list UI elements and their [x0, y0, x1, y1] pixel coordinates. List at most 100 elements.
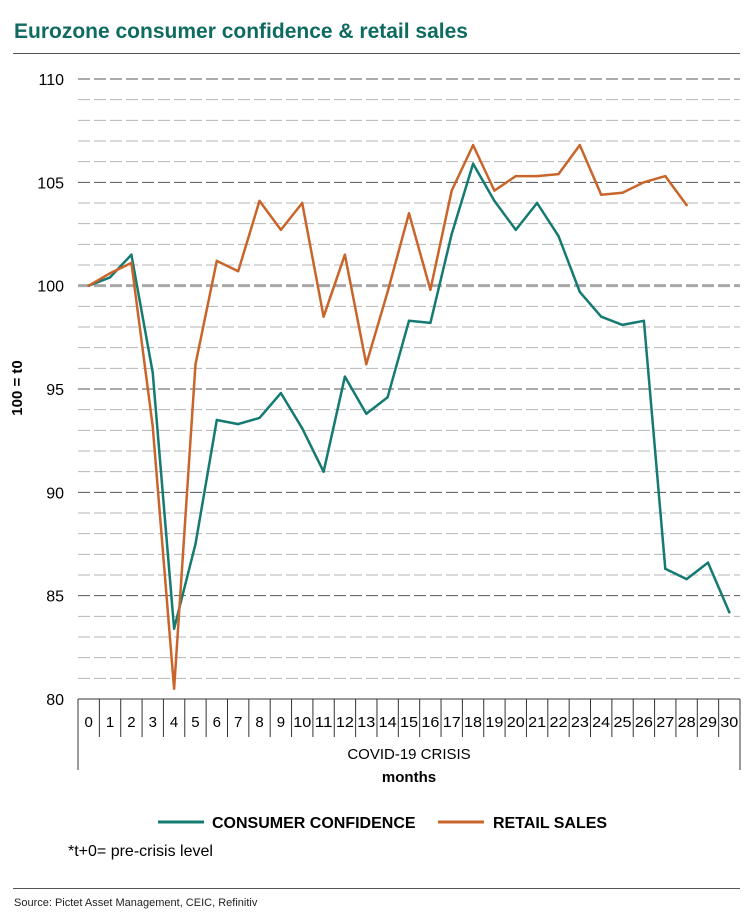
x-tick-label: 0 [85, 714, 93, 731]
data-point [578, 290, 582, 294]
data-point [87, 284, 90, 287]
data-point [194, 363, 197, 366]
data-point [258, 199, 261, 203]
x-tick-label: 10 [293, 714, 311, 731]
data-point [706, 561, 710, 564]
data-point [172, 687, 176, 690]
data-point [279, 228, 283, 232]
data-point [557, 234, 560, 238]
x-tick-label: 3 [149, 714, 157, 731]
data-point [172, 627, 176, 630]
x-tick-label: 30 [720, 714, 738, 731]
data-point [236, 422, 240, 426]
y-tick-label: 80 [46, 692, 64, 709]
data-point [365, 363, 368, 366]
data-point [386, 290, 389, 294]
data-point [514, 228, 517, 232]
x-tick-label: 9 [277, 714, 285, 731]
source-divider [13, 888, 740, 889]
data-point [151, 371, 154, 374]
data-point [642, 181, 646, 184]
title-divider [13, 53, 740, 54]
chart-title: Eurozone consumer confidence & retail sa… [14, 20, 468, 43]
gridlines [78, 78, 740, 679]
x-tick-label: 15 [400, 714, 418, 731]
x-tick-label: 14 [379, 714, 397, 731]
data-point [557, 172, 560, 176]
data-point [599, 193, 603, 196]
x-tick-label: 28 [678, 714, 696, 731]
data-point [301, 201, 304, 205]
x-tick-label: 8 [255, 714, 263, 731]
x-tick-label: 11 [315, 714, 333, 731]
data-point [108, 272, 112, 275]
x-tick-label: 17 [443, 714, 461, 731]
x-tick-label: 22 [549, 714, 567, 731]
data-point [621, 323, 624, 327]
data-point [386, 396, 389, 399]
x-tick-label: 24 [592, 714, 610, 731]
data-point [130, 253, 133, 256]
data-point [301, 427, 304, 430]
data-point [407, 319, 411, 322]
x-tick-label: 13 [357, 714, 375, 731]
x-tick-label: 19 [485, 714, 503, 731]
data-point [236, 270, 240, 273]
x-tick-label: 18 [464, 714, 482, 731]
data-point [728, 611, 731, 614]
y-tick-label: 85 [46, 589, 64, 606]
data-point [493, 189, 496, 192]
data-point [429, 321, 432, 325]
y-tick-label: 95 [46, 382, 64, 399]
y-tick-label: 105 [37, 175, 64, 192]
data-point [215, 418, 219, 422]
source-note: Source: Pictet Asset Management, CEIC, R… [14, 897, 258, 909]
series-line-consumer-confidence [87, 162, 731, 630]
data-point [535, 174, 539, 178]
x-tick-label: 23 [571, 714, 589, 731]
x-tick-label: 12 [336, 714, 354, 731]
data-point [258, 416, 261, 420]
footnote: *t+0= pre-crisis level [68, 843, 213, 860]
x-tick-label: 27 [656, 714, 674, 731]
data-point [471, 162, 475, 165]
x-tick-label: 20 [507, 714, 525, 731]
x-tick-label: 7 [234, 714, 242, 731]
data-point [322, 470, 325, 473]
series-lines [87, 143, 731, 690]
x-tick-label: 29 [699, 714, 717, 731]
data-point [685, 203, 688, 207]
x-tick-label: 6 [213, 714, 221, 731]
x-tick-label: 16 [421, 714, 439, 731]
data-point [493, 199, 496, 203]
data-point [322, 315, 325, 318]
data-point [664, 174, 667, 178]
x-tick-label: 21 [528, 714, 546, 731]
data-point [108, 276, 112, 279]
series-line-retail-sales [87, 143, 688, 690]
data-point [130, 261, 133, 265]
data-point [471, 143, 475, 147]
data-point [343, 375, 347, 378]
data-point [664, 567, 667, 570]
data-point [343, 253, 347, 256]
y-axis-label: 100 = t0 [9, 360, 26, 415]
data-point [279, 391, 283, 395]
data-point [621, 191, 624, 194]
x-tick-label: 26 [635, 714, 653, 731]
data-point [450, 189, 453, 192]
y-axis: 80 85 90 95 100 105 110 [37, 72, 64, 709]
data-point [685, 577, 688, 581]
legend-label: CONSUMER CONFIDENCE [212, 815, 416, 832]
data-point [599, 315, 603, 318]
x-axis: 0 1 2 3 4 5 6 7 8 9 10 11 12 13 14 15 16 17 18 19 20 21 22 23 24… [77, 698, 741, 770]
y-tick-label: 100 [37, 279, 64, 296]
data-point [642, 319, 646, 322]
data-point [407, 212, 411, 215]
x-tick-label: 1 [106, 714, 114, 731]
data-point [215, 259, 219, 263]
data-point [514, 174, 517, 178]
data-point [429, 288, 432, 291]
x-tick-label: 5 [191, 714, 199, 731]
x-tick-label: 2 [127, 714, 135, 731]
